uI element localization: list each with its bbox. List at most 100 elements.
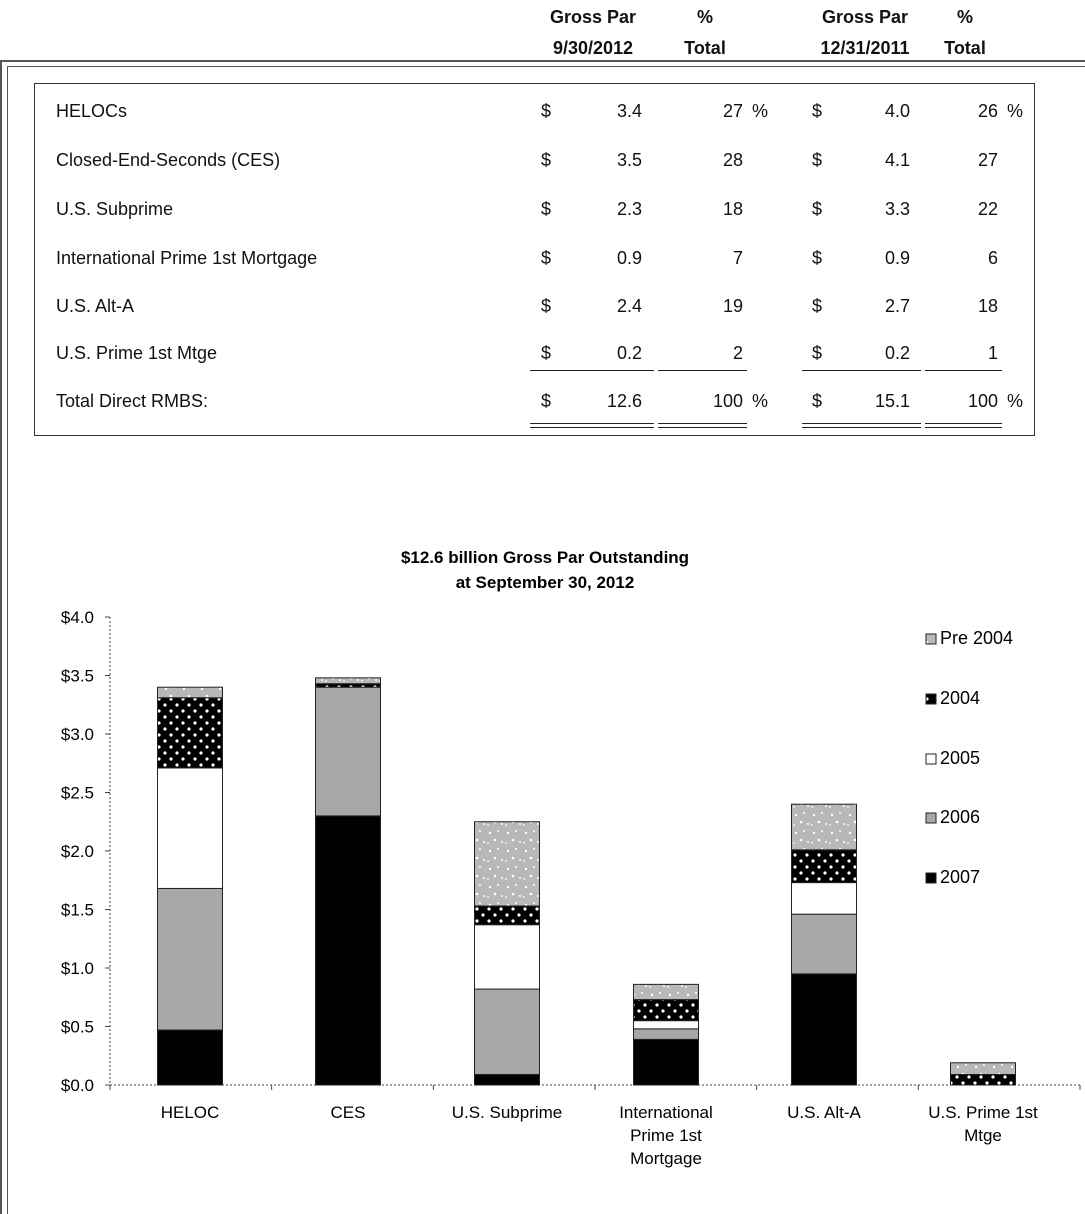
table-row-6-par-2012: 0.2 — [616, 343, 642, 363]
y-tick-label: $3.5 — [61, 667, 94, 686]
bar-segment-2004 — [633, 999, 699, 1022]
table-row-3-par-2012: 2.3 — [616, 199, 642, 219]
x-category-label: International — [619, 1103, 713, 1122]
total-double-rule-bottom-4 — [925, 427, 1002, 428]
table-row-total-label: Total Direct RMBS: — [56, 391, 209, 411]
table-row-6-label: U.S. Prime 1st Mtge — [56, 343, 218, 363]
table-row-5-par-2012: 2.4 — [616, 296, 642, 316]
x-category-label: HELOC — [161, 1103, 220, 1122]
table-row-5-pct-2012: 19 — [722, 296, 743, 316]
table-row-2-par-2011: 4.1 — [884, 150, 910, 170]
table-row-3-par-2011: 3.3 — [884, 199, 910, 219]
x-category-label: Mtge — [964, 1126, 1002, 1145]
table-row-5-currency-2012: $ — [541, 296, 552, 316]
table-row-2-pct-2011: 27 — [977, 150, 998, 170]
x-category-label: Prime 1st — [630, 1126, 702, 1145]
bar-segment-pre-2004 — [950, 1062, 1016, 1075]
legend-swatch-2007 — [925, 872, 937, 884]
table-row-total-pct-2011: 100 — [967, 391, 998, 411]
legend-label-2005: 2005 — [940, 748, 980, 768]
total-double-rule-bottom-2 — [658, 427, 747, 428]
table-row-2-par-2012: 3.5 — [616, 150, 642, 170]
bar-segment-2004 — [474, 905, 540, 926]
table-row-3-pct-2012: 18 — [722, 199, 743, 219]
header-pct-total-2012: % Total — [684, 7, 726, 58]
x-category-label: CES — [331, 1103, 366, 1122]
header-pct-total-2011: % Total — [944, 7, 986, 58]
table-row-6-currency-2012: $ — [541, 343, 552, 363]
bar-segment-pre-2004 — [791, 803, 857, 851]
bar-segment-2006 — [633, 1028, 699, 1040]
subtotal-rule-1 — [530, 370, 654, 371]
table-row-5-currency-2011: $ — [812, 296, 823, 316]
table-row-total-par-2011: 15.1 — [874, 391, 910, 411]
bar-segment-2004 — [157, 697, 223, 769]
bar-segment-2004 — [950, 1073, 1016, 1086]
bar-segment-2005 — [474, 924, 540, 990]
chart-title-line-2: at September 30, 2012 — [456, 573, 635, 592]
table-row-4-currency-2011: $ — [812, 248, 823, 268]
y-tick-label: $1.0 — [61, 959, 94, 978]
bar-segment-pre-2004 — [157, 686, 223, 699]
legend-label-pre-2004: Pre 2004 — [940, 628, 1013, 648]
y-tick-label: $2.0 — [61, 842, 94, 861]
legend-swatch-2006 — [925, 812, 937, 824]
total-double-rule-top-2 — [658, 423, 747, 424]
table-row-total-currency-2012: $ — [541, 391, 552, 411]
table-row-6-pct-2012: 2 — [732, 343, 743, 363]
table-row-1-par-2012: 3.4 — [616, 101, 642, 121]
table-row-6-currency-2011: $ — [812, 343, 823, 363]
frame-left-line — [0, 60, 2, 1214]
table-row-1-pct-sign-2012: % — [752, 101, 769, 121]
total-double-rule-top-3 — [802, 423, 921, 424]
table-row-6-pct-2011: 1 — [987, 343, 998, 363]
total-double-rule-bottom-1 — [530, 427, 654, 428]
chart-title-line-1: $12.6 billion Gross Par Outstanding — [401, 548, 689, 567]
table-row-3-currency-2012: $ — [541, 199, 552, 219]
frame-left-inner-line — [7, 66, 8, 1214]
table-row-4-pct-2012: 7 — [732, 248, 743, 268]
table-row-total-currency-2011: $ — [812, 391, 823, 411]
bar-segment-2004 — [791, 849, 857, 884]
x-category-label: U.S. Subprime — [452, 1103, 563, 1122]
bar-segment-2007 — [157, 1029, 223, 1086]
y-tick-label: $0.0 — [61, 1076, 94, 1095]
table-row-1-par-2011: 4.0 — [884, 101, 910, 121]
table-row-4-par-2011: 0.9 — [884, 248, 910, 268]
y-tick-label: $3.0 — [61, 725, 94, 744]
subtotal-rule-3 — [802, 370, 921, 371]
header-gross-par-2012: Gross Par 9/30/2012 — [549, 7, 637, 58]
table-row-total-pct-sign-2011: % — [1007, 391, 1024, 411]
table-row-1-currency-2011: $ — [812, 101, 823, 121]
table-row-5-label: U.S. Alt-A — [56, 296, 135, 316]
header-gross-par-2011: Gross Par 12/31/2011 — [820, 7, 910, 58]
legend-label-2006: 2006 — [940, 807, 980, 827]
bar-segment-pre-2004 — [315, 677, 381, 685]
legend-swatch-2005 — [925, 753, 937, 765]
bar-segment-2006 — [474, 988, 540, 1075]
table-row-5-pct-2011: 18 — [977, 296, 998, 316]
bar-segment-2006 — [157, 887, 223, 1031]
y-tick-label: $4.0 — [61, 608, 94, 627]
y-tick-label: $1.5 — [61, 901, 94, 920]
table-row-1-pct-2011: 26 — [977, 101, 998, 121]
table-row-2-label: Closed-End-Seconds (CES) — [56, 150, 281, 170]
table-row-2-currency-2012: $ — [541, 150, 552, 170]
rmbs-table — [34, 83, 1035, 436]
y-tick-label: $0.5 — [61, 1018, 94, 1037]
bar-segment-pre-2004 — [633, 983, 699, 1001]
table-row-1-pct-sign-2011: % — [1007, 101, 1024, 121]
bar-segment-2005 — [633, 1020, 699, 1030]
table-row-6-par-2011: 0.2 — [884, 343, 910, 363]
legend-label-2004: 2004 — [940, 688, 980, 708]
bar-segment-2005 — [791, 882, 857, 915]
table-row-1-currency-2012: $ — [541, 101, 552, 121]
table-row-2-currency-2011: $ — [812, 150, 823, 170]
subtotal-rule-4 — [925, 370, 1002, 371]
table-row-3-currency-2011: $ — [812, 199, 823, 219]
total-double-rule-top-1 — [530, 423, 654, 424]
subtotal-rule-2 — [658, 370, 747, 371]
bar-segment-2007 — [315, 815, 381, 1086]
legend-label-2007: 2007 — [940, 867, 980, 887]
